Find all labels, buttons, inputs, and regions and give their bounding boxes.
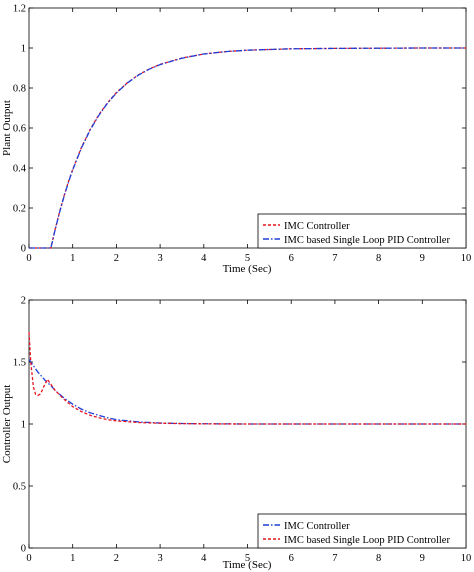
x-tick-label: 2 bbox=[114, 253, 119, 264]
x-tick-label: 8 bbox=[376, 553, 381, 564]
y-tick-label: 1.5 bbox=[13, 358, 26, 369]
y-tick-label: 2 bbox=[21, 296, 26, 307]
x-tick-label: 0 bbox=[26, 553, 31, 564]
x-tick-label: 2 bbox=[114, 553, 119, 564]
y-tick-label: 0.2 bbox=[13, 204, 26, 215]
y-tick-label: 1 bbox=[21, 44, 26, 55]
legend: IMC Controller IMC based Single Loop PID… bbox=[257, 213, 467, 249]
x-tick-label: 7 bbox=[332, 553, 337, 564]
legend-label-imc-controller: IMC Controller bbox=[284, 521, 350, 532]
x-tick-label: 4 bbox=[201, 553, 207, 564]
series-line-imc-controller bbox=[28, 359, 466, 425]
x-tick-label: 0 bbox=[26, 253, 31, 264]
legend-label-imc-controller: IMC Controller bbox=[284, 221, 350, 232]
x-tick-label: 3 bbox=[157, 553, 162, 564]
y-tick-label: 0.5 bbox=[13, 482, 26, 493]
y-tick-label: 0 bbox=[21, 244, 26, 255]
x-tick-label: 1 bbox=[70, 553, 75, 564]
x-tick-label: 9 bbox=[420, 253, 425, 264]
legend-label-imc-pid-controller: IMC based Single Loop PID Controller bbox=[284, 235, 450, 246]
x-tick-label: 10 bbox=[461, 553, 472, 564]
series-line-imc-based-single-loop-pid-controller bbox=[29, 47, 466, 249]
x-axis-label: Time (Sec) bbox=[223, 559, 272, 571]
series-lines bbox=[29, 47, 466, 249]
x-tick-label: 4 bbox=[201, 253, 207, 264]
legend: IMC Controller IMC based Single Loop PID… bbox=[257, 513, 467, 549]
controller-output-chart: 0 1 2 3 4 5 6 7 8 9 10 0 0.5 1 1.5 2 Time (Sec) Contro… bbox=[1, 296, 471, 572]
series-line-imc-based-single-loop-pid-controller bbox=[28, 332, 466, 425]
x-tick-label: 5 bbox=[245, 553, 250, 564]
x-tick-label: 7 bbox=[332, 253, 337, 264]
x-tick-label: 6 bbox=[289, 253, 294, 264]
y-tick-label: 0.8 bbox=[13, 84, 26, 95]
x-tick-label: 3 bbox=[157, 253, 162, 264]
x-tick-label: 10 bbox=[461, 253, 472, 264]
x-tick-label: 9 bbox=[420, 553, 425, 564]
y-tick-label: 0 bbox=[21, 544, 26, 555]
plant-output-chart: 0 1 2 3 4 5 6 7 8 9 10 0 0.2 0.4 0.6 0.8 1 1.2 Time (Sec… bbox=[1, 4, 471, 276]
y-tick-label: 1 bbox=[21, 420, 26, 431]
y-tick-label: 1.2 bbox=[13, 4, 26, 15]
y-tick-label: 0.6 bbox=[13, 124, 26, 135]
legend-box bbox=[257, 213, 467, 249]
x-tick-label: 5 bbox=[245, 253, 250, 264]
x-tick-label: 6 bbox=[289, 553, 294, 564]
legend-box bbox=[257, 513, 467, 549]
x-axis-label: Time (Sec) bbox=[223, 263, 272, 275]
y-tick-label: 0.4 bbox=[13, 164, 27, 175]
y-axis-label: Plant Output bbox=[1, 100, 13, 156]
plot-area-frame bbox=[28, 7, 467, 249]
x-tick-label: 8 bbox=[376, 253, 381, 264]
legend-label-imc-pid-controller: IMC based Single Loop PID Controller bbox=[284, 535, 450, 546]
x-tick-label: 1 bbox=[70, 253, 75, 264]
y-axis-ticks: 0 0.5 1 1.5 2 bbox=[13, 296, 466, 555]
y-axis-label: Controller Output bbox=[1, 385, 13, 464]
x-axis-ticks: 0 1 2 3 4 5 6 7 8 9 10 bbox=[26, 8, 471, 264]
series-lines bbox=[28, 332, 466, 425]
